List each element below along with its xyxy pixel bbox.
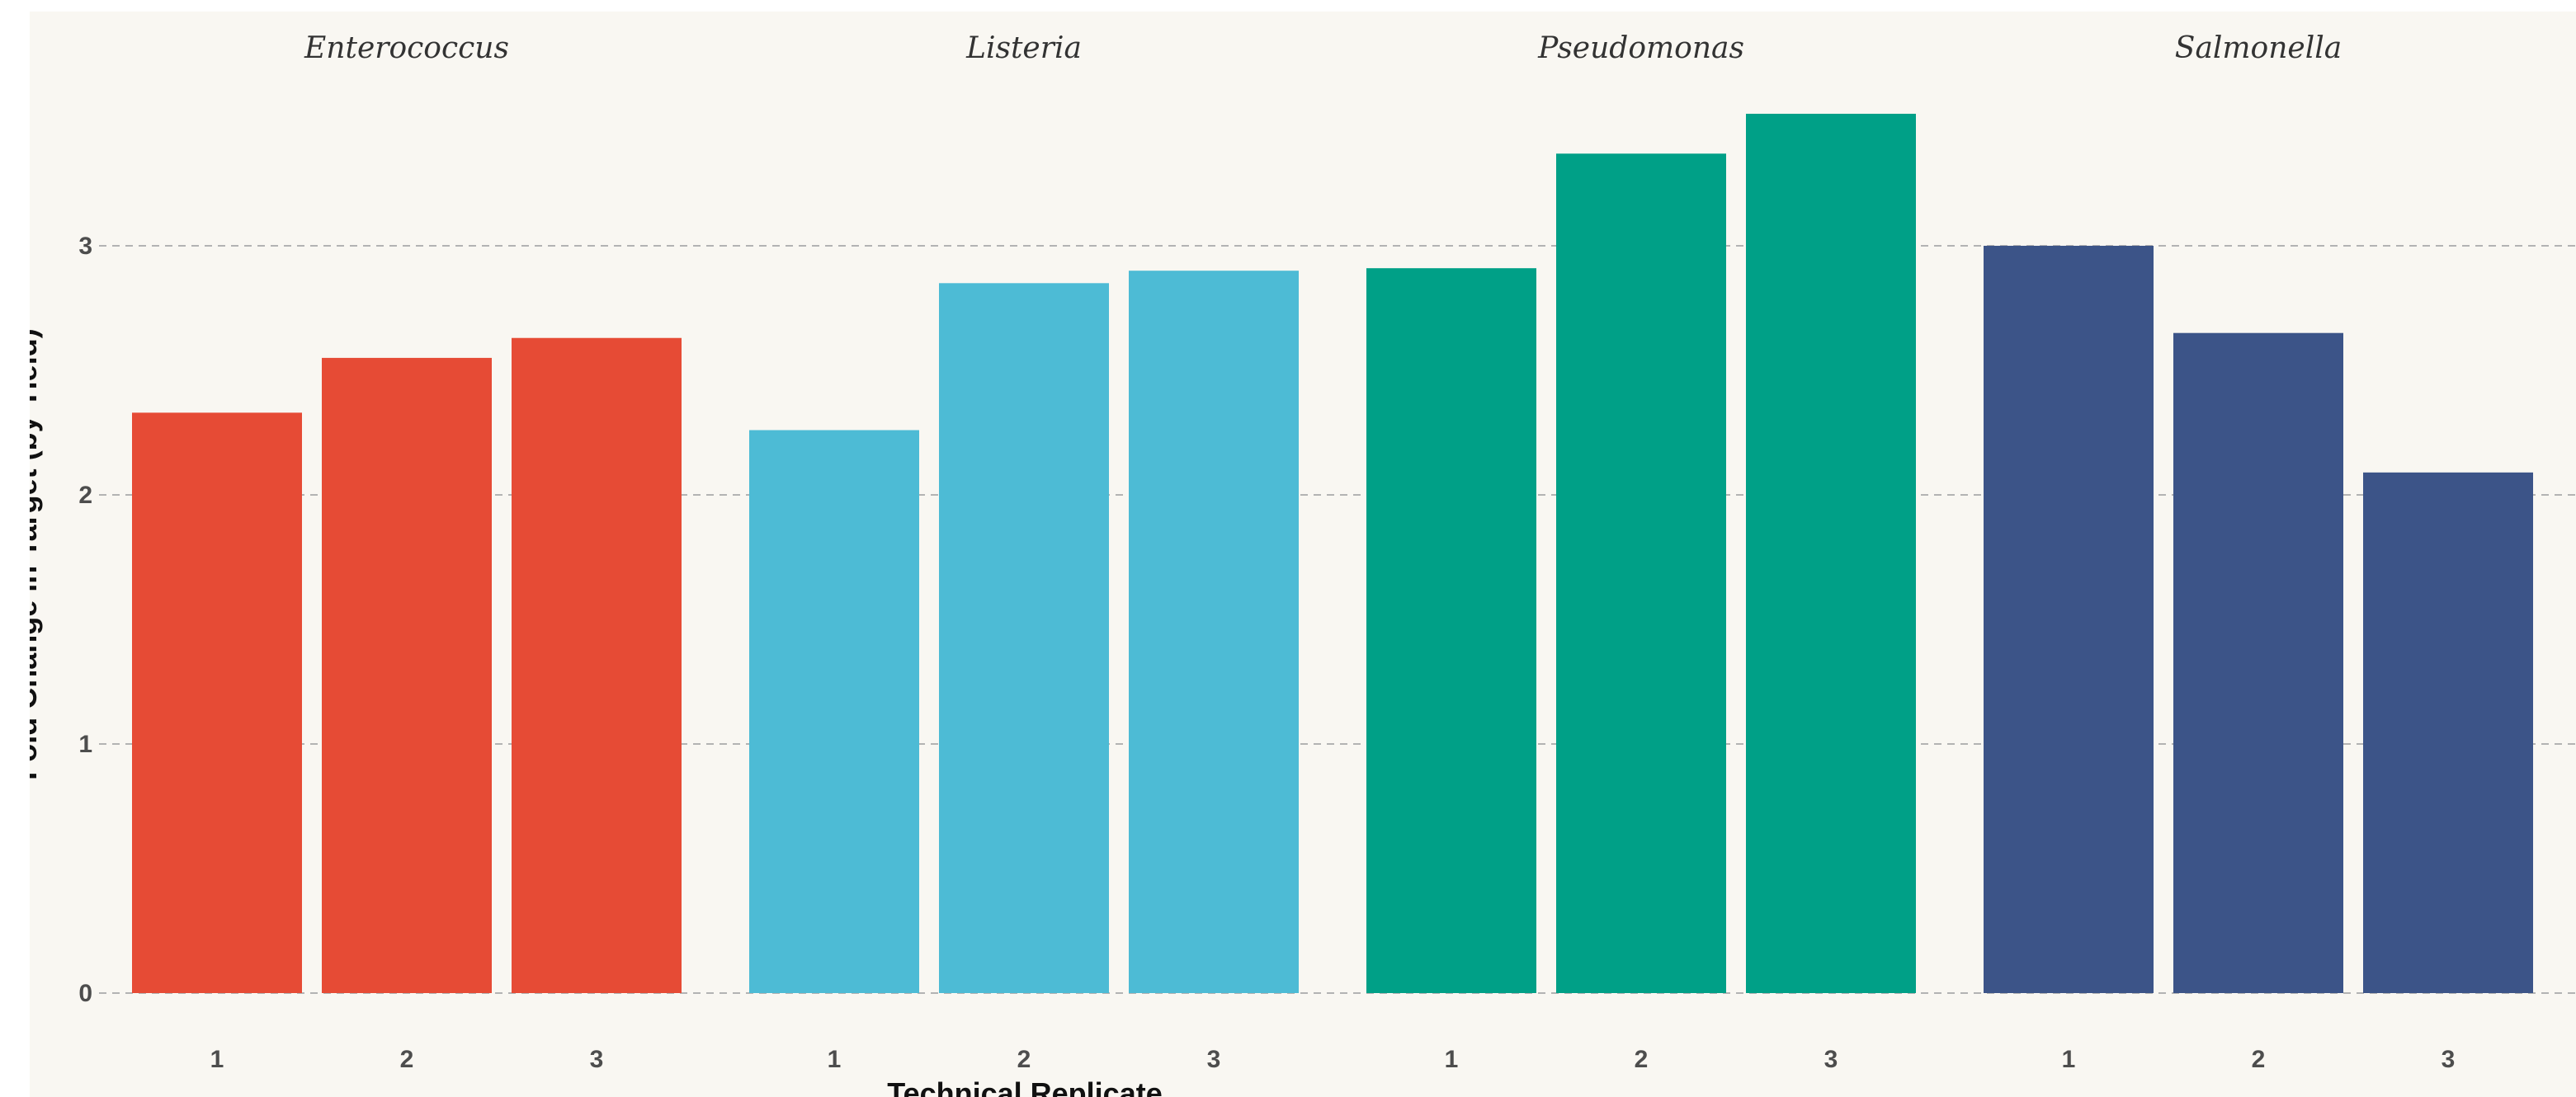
bar [2363,472,2533,993]
bar [1746,113,1916,994]
bar [322,357,492,993]
x-axis-title: Technical Replicate [887,1076,1162,1097]
x-tick-label: 2 [1017,1046,1031,1073]
bar [1366,268,1536,993]
facet-label: Pseudomonas [1537,31,1744,65]
x-tick-label: 3 [590,1046,604,1073]
y-tick-label: 0 [78,980,92,1007]
x-tick-label: 2 [2252,1046,2266,1073]
facet-label: Enterococcus [304,31,509,65]
x-tick-label: 3 [1207,1046,1221,1073]
x-tick-label: 2 [400,1046,414,1073]
x-tick-label: 1 [2062,1046,2076,1073]
x-tick-label: 3 [2442,1046,2456,1073]
bar [939,283,1109,993]
x-tick-label: 1 [828,1046,842,1073]
bar-chart: 0 1 2 3 Enterococcus 1 2 3 Listeria 1 2 3 Pseudomona… [30,31,2576,1097]
y-tick-label: 2 [78,482,92,509]
bars [132,113,2533,994]
x-tick-label: 3 [1824,1046,1838,1073]
bar [749,430,919,993]
x-tick-label: 1 [210,1046,224,1073]
bar [1984,246,2154,993]
bar [1556,153,1726,993]
bar [132,412,302,994]
facet-label: Listeria [965,31,1082,65]
x-tick-label: 1 [1445,1046,1459,1073]
labels: 0 1 2 3 Enterococcus 1 2 3 Listeria 1 2 3 Pseudomona… [30,31,2455,1097]
y-tick-label: 3 [78,233,92,260]
facet-label: Salmonella [2175,31,2342,65]
bar [512,337,682,993]
y-tick-label: 1 [78,731,92,758]
bar [1129,271,1299,993]
chart-panel: 0 1 2 3 Enterococcus 1 2 3 Listeria 1 2 3 Pseudomona… [30,12,2576,1097]
bar [2173,332,2343,993]
y-axis-title: Fold Change in Target (by Yield) [30,328,43,779]
x-tick-label: 2 [1635,1046,1649,1073]
